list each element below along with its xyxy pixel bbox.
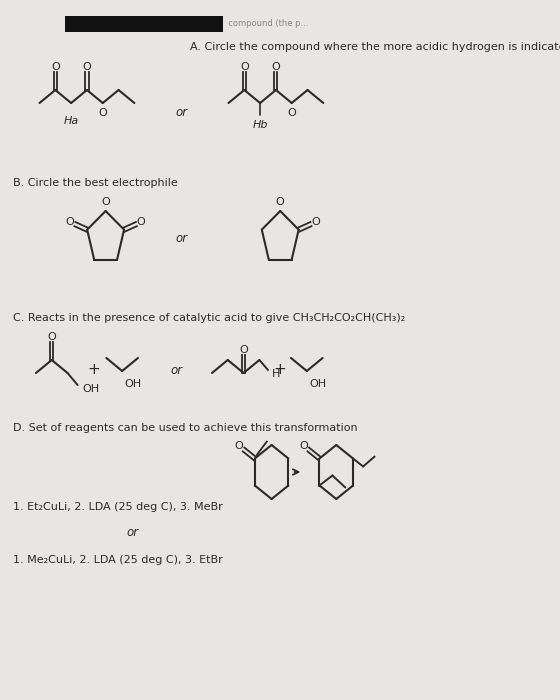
Text: O: O: [239, 345, 248, 355]
Text: 1. Me₂CuLi, 2. LDA (25 deg C), 3. EtBr: 1. Me₂CuLi, 2. LDA (25 deg C), 3. EtBr: [13, 555, 223, 565]
Bar: [64, 16, 223, 32]
Text: O: O: [137, 217, 146, 227]
Text: compound (the p...: compound (the p...: [223, 20, 308, 29]
Text: O: O: [235, 441, 244, 451]
Text: C. Reacts in the presence of catalytic acid to give CH₃CH₂CO₂CH(CH₃)₂: C. Reacts in the presence of catalytic a…: [13, 313, 405, 323]
Text: +: +: [87, 363, 100, 377]
Text: O: O: [82, 62, 91, 72]
Text: H: H: [272, 369, 280, 379]
Text: OH: OH: [309, 379, 326, 389]
Text: O: O: [287, 108, 296, 118]
Text: or: or: [127, 526, 139, 540]
Text: A. Circle the compound where the more acidic hydrogen is indicated.: A. Circle the compound where the more ac…: [190, 42, 560, 52]
Text: or: or: [175, 232, 187, 244]
Text: O: O: [66, 217, 74, 227]
Text: 1. Et₂CuLi, 2. LDA (25 deg C), 3. MeBr: 1. Et₂CuLi, 2. LDA (25 deg C), 3. MeBr: [13, 502, 223, 512]
Text: Ha: Ha: [63, 116, 79, 126]
Text: O: O: [311, 217, 320, 227]
Text: or: or: [170, 363, 182, 377]
Text: O: O: [101, 197, 110, 207]
Text: Hb: Hb: [253, 120, 268, 130]
Text: O: O: [48, 332, 56, 342]
Text: or: or: [175, 106, 187, 118]
Text: O: O: [300, 441, 309, 451]
Text: O: O: [272, 62, 281, 72]
Text: OH: OH: [82, 384, 99, 394]
Text: O: O: [99, 108, 107, 118]
Text: O: O: [51, 62, 60, 72]
Text: D. Set of reagents can be used to achieve this transformation: D. Set of reagents can be used to achiev…: [13, 423, 357, 433]
Text: OH: OH: [124, 379, 142, 389]
Text: B. Circle the best electrophile: B. Circle the best electrophile: [13, 178, 178, 188]
Text: +: +: [274, 363, 287, 377]
Text: O: O: [240, 62, 249, 72]
Text: O: O: [276, 197, 284, 207]
